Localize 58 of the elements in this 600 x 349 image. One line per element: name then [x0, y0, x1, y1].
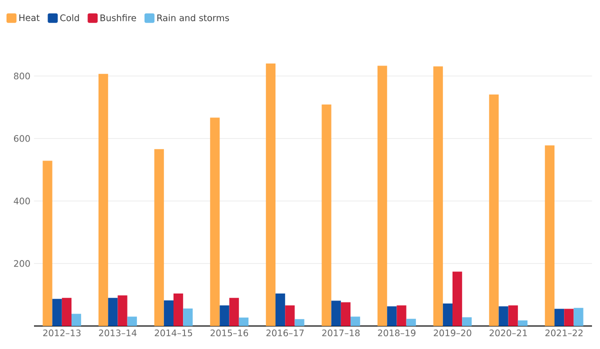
y-tick-label: 400	[14, 198, 30, 204]
bar	[433, 66, 443, 326]
bar	[229, 298, 239, 326]
bar	[489, 94, 499, 326]
bar	[508, 305, 518, 326]
legend-label: Heat	[19, 14, 40, 22]
bar	[266, 64, 276, 326]
bar	[118, 295, 128, 326]
bar	[154, 149, 164, 326]
bar	[387, 306, 397, 326]
bar	[42, 160, 52, 326]
x-tick-label: 2020–21	[490, 330, 527, 336]
bar	[554, 308, 564, 326]
bar	[285, 305, 295, 326]
bar	[52, 298, 62, 326]
bar	[396, 305, 406, 326]
x-tick-label: 2013–14	[99, 330, 137, 336]
bar	[220, 305, 230, 326]
legend-label: Cold	[60, 14, 79, 22]
bar	[564, 308, 574, 326]
bar	[406, 318, 416, 326]
bar	[294, 319, 304, 326]
bar	[350, 316, 360, 326]
x-tick-label: 2017–18	[322, 330, 360, 336]
x-tick-label: 2016–17	[266, 330, 304, 336]
x-tick-label: 2012–13	[43, 330, 81, 336]
legend-label: Bushfire	[100, 14, 136, 22]
y-tick-label: 600	[14, 135, 30, 142]
bar	[452, 272, 462, 326]
bar	[378, 66, 388, 326]
bar	[238, 318, 248, 326]
bar	[462, 317, 472, 326]
x-tick-label: 2014–15	[154, 330, 192, 336]
bar	[127, 316, 137, 326]
bar	[183, 308, 193, 326]
x-tick-label: 2015–16	[210, 330, 248, 336]
x-tick-label: 2019–20	[434, 330, 472, 336]
bar	[164, 300, 174, 326]
y-tick-label: 800	[14, 72, 30, 80]
bar	[544, 145, 555, 326]
bar	[210, 118, 220, 326]
bar	[98, 74, 108, 326]
bar	[62, 298, 72, 326]
x-tick-label: 2021–22	[545, 330, 583, 336]
bar	[276, 294, 286, 326]
bar	[442, 304, 453, 326]
bar	[174, 294, 184, 326]
bar	[108, 298, 118, 326]
bar	[72, 314, 82, 326]
bar	[340, 302, 351, 326]
bar	[322, 104, 332, 326]
x-tick-label: 2018–19	[378, 330, 416, 336]
bar	[518, 320, 528, 326]
bar	[498, 306, 508, 326]
legend-label: Rain and storms	[157, 14, 229, 22]
bar	[574, 308, 584, 326]
bar	[331, 300, 341, 326]
y-tick-label: 200	[14, 260, 30, 267]
